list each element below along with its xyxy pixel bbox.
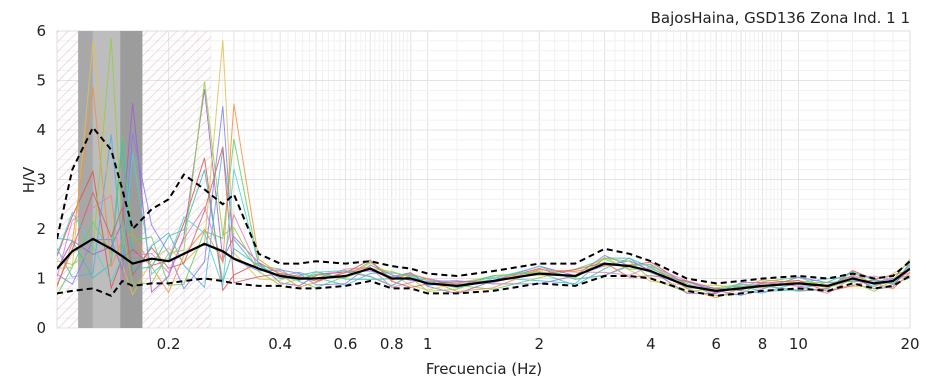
y-tick-label: 0	[36, 319, 46, 337]
x-tick-label: 2	[535, 335, 545, 353]
x-tick-label: 0.8	[380, 335, 404, 353]
x-axis-ticks: 0.2 0.4 0.6 0.8 1 2 4 6 8 10 20	[157, 335, 920, 353]
x-axis-label: Frecuencia (Hz)	[426, 360, 542, 378]
x-tick-label: 0.4	[268, 335, 292, 353]
y-tick-label: 1	[36, 270, 46, 288]
chart-title: BajosHaina, GSD136 Zona Ind. 1 1	[651, 9, 910, 27]
x-tick-label: 0.2	[157, 335, 181, 353]
window-curve	[57, 194, 910, 294]
x-tick-label: 10	[789, 335, 808, 353]
x-tick-label: 20	[900, 335, 919, 353]
hv-lower-std-curve	[57, 275, 910, 297]
y-axis-ticks: 0 1 2 3 4 5 6	[36, 22, 46, 337]
x-tick-label: 8	[758, 335, 768, 353]
hv-mean-curve	[57, 237, 910, 292]
x-tick-label: 4	[646, 335, 656, 353]
y-tick-label: 3	[36, 171, 46, 189]
y-tick-label: 5	[36, 72, 46, 90]
hv-series	[57, 126, 910, 297]
x-tick-label: 6	[711, 335, 721, 353]
y-tick-label: 6	[36, 22, 46, 40]
y-tick-label: 4	[36, 121, 46, 139]
x-tick-label: 1	[423, 335, 433, 353]
y-axis-label: H/V	[20, 166, 38, 193]
window-curve	[57, 146, 910, 293]
excluded-window	[120, 31, 143, 328]
y-tick-label: 2	[36, 220, 46, 238]
x-tick-label: 0.6	[334, 335, 358, 353]
